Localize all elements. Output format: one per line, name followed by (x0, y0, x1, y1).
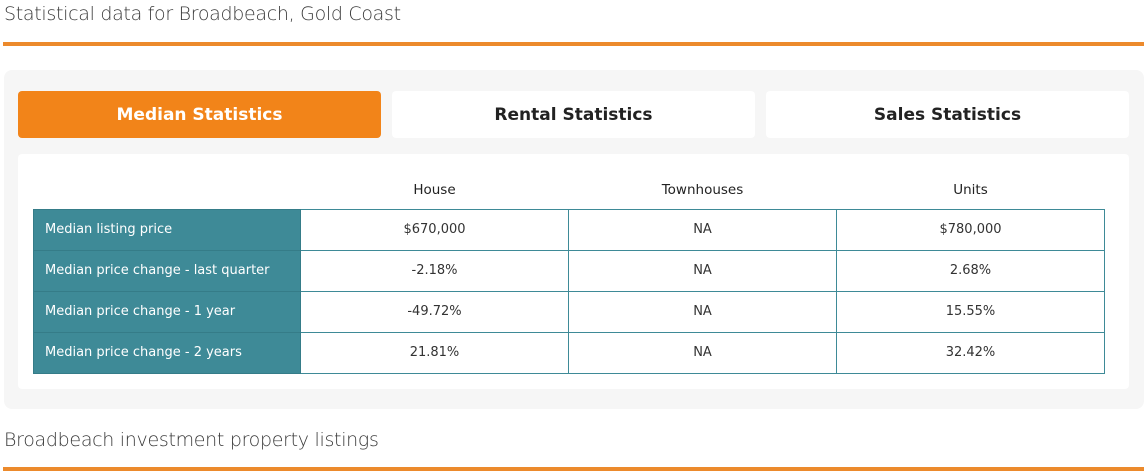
median-statistics-table: House Townhouses Units Median listing pric… (33, 172, 1105, 374)
table-cell: 2.68% (836, 249, 1105, 292)
table-cell: NA (568, 290, 837, 333)
title-divider (3, 42, 1144, 46)
table-cell: 15.55% (836, 290, 1105, 333)
table-cell: -2.18% (300, 249, 569, 292)
table-row: Median price change - 1 year -49.72% NA 15.… (33, 290, 1105, 333)
table-cell: NA (568, 331, 837, 374)
row-label: Median price change - last quarter (33, 249, 301, 292)
table-cell: 32.42% (836, 331, 1105, 374)
statistics-panel: Median Statistics Rental Statistics Sale… (4, 70, 1144, 409)
page-title: Statistical data for Broadbeach, Gold Co… (4, 3, 401, 25)
tab-rental-statistics[interactable]: Rental Statistics (392, 91, 755, 138)
median-statistics-content: House Townhouses Units Median listing pric… (18, 154, 1129, 389)
column-header: House (413, 182, 456, 199)
table-cell: 21.81% (300, 331, 569, 374)
row-label: Median price change - 2 years (33, 331, 301, 374)
table-row: Median price change - last quarter -2.18%… (33, 249, 1105, 292)
table-row: Median price change - 2 years 21.81% NA 32.… (33, 331, 1105, 374)
table-cell: -49.72% (300, 290, 569, 333)
tab-median-statistics[interactable]: Median Statistics (18, 91, 381, 138)
column-header: Townhouses (661, 182, 744, 199)
column-header: Units (953, 182, 988, 199)
table-cell: $780,000 (836, 208, 1105, 251)
column-header (34, 172, 301, 209)
table-cell: NA (568, 208, 837, 251)
table-cell: $670,000 (300, 208, 569, 251)
listings-section-title: Broadbeach investment property listings (4, 429, 379, 451)
row-label: Median price change - 1 year (33, 290, 301, 333)
listings-divider (3, 467, 1144, 471)
table-row: Median listing price $670,000 NA $780,000 (33, 208, 1105, 251)
row-label: Median listing price (33, 208, 301, 251)
tab-sales-statistics[interactable]: Sales Statistics (766, 91, 1129, 138)
table-cell: NA (568, 249, 837, 292)
